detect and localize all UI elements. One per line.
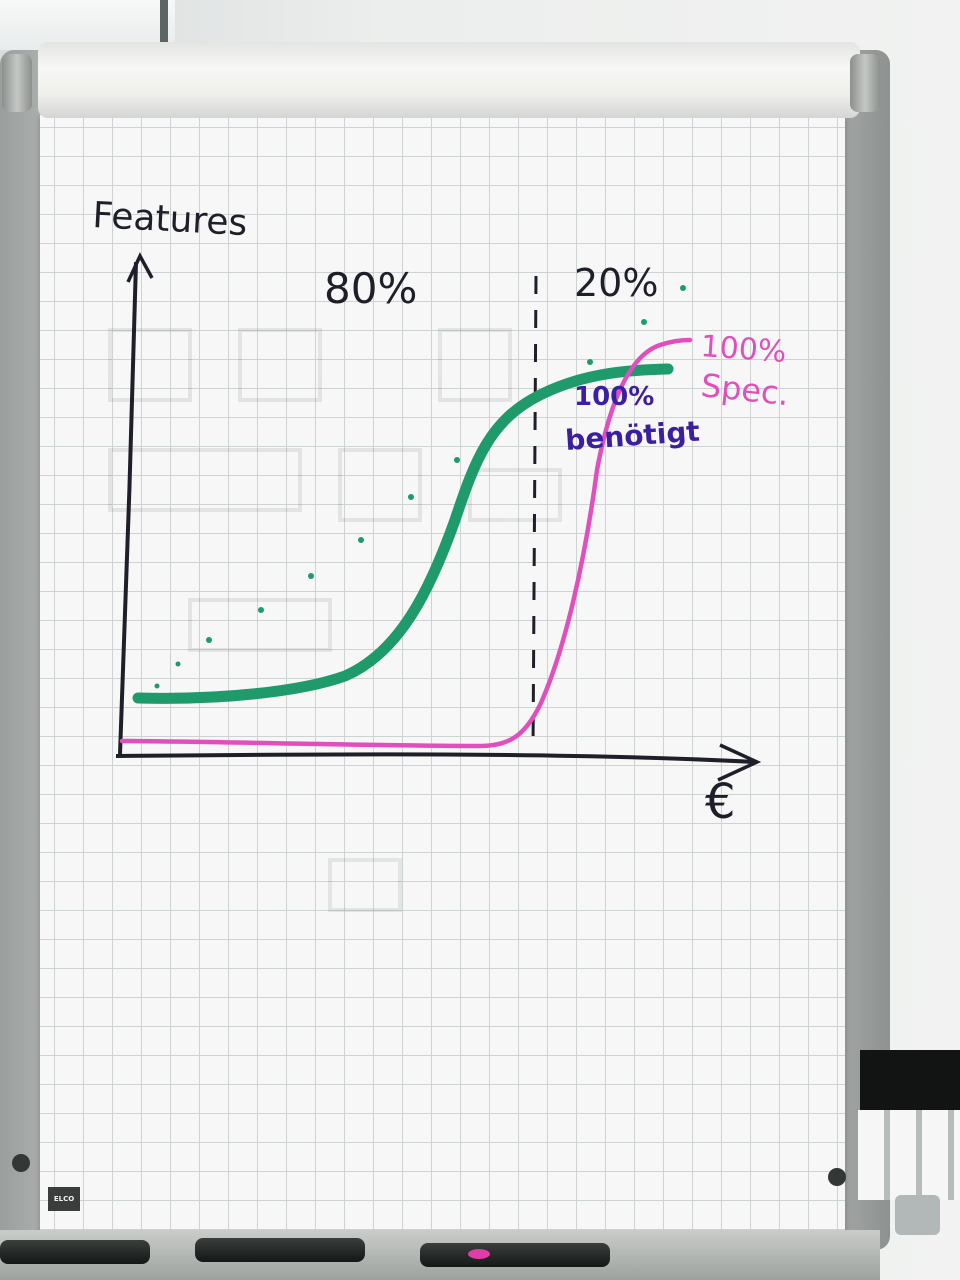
x-axis-label: €: [705, 774, 736, 830]
pink-marker: [420, 1243, 610, 1267]
green-dot: [454, 457, 460, 463]
pink-curve: [119, 337, 693, 749]
ghost-writing: [108, 328, 562, 912]
grid-paper-sheet: [40, 115, 845, 1245]
pin-right: [828, 1168, 846, 1186]
label-80-percent: 80%: [324, 264, 417, 313]
green-curve: [132, 363, 674, 704]
label-green-line1: 100%: [574, 382, 654, 412]
window-frame: [160, 0, 168, 45]
black-marker-middle: [195, 1238, 365, 1262]
green-dot: [308, 573, 314, 579]
x-axis-line: [115, 752, 756, 764]
paper-roll: [38, 42, 860, 118]
y-axis-arrowhead: [126, 252, 154, 283]
label-20-percent: 20%: [574, 261, 658, 305]
radiator-valve: [895, 1195, 940, 1235]
label-pink-line2: Spec.: [699, 366, 791, 413]
roll-end-right: [850, 54, 880, 112]
radiator: [858, 1110, 960, 1200]
y-axis-line: [118, 261, 138, 755]
dark-wall-panel: [860, 1050, 960, 1110]
roll-end-left: [2, 54, 32, 112]
y-axis-label: Features: [92, 195, 249, 244]
green-dot: [587, 359, 593, 365]
green-dot: [408, 494, 414, 500]
window: [0, 0, 175, 50]
green-dot: [641, 319, 647, 325]
dashed-divider: [531, 275, 538, 753]
green-dot: [258, 607, 264, 613]
elco-logo: ELCO: [48, 1187, 80, 1211]
green-dot: [358, 537, 364, 543]
label-green-line2: benötigt: [564, 415, 701, 457]
pink-marker-cap: [468, 1249, 490, 1259]
x-axis-arrowhead: [717, 743, 762, 782]
label-pink-line1: 100%: [699, 329, 787, 370]
pin-left: [12, 1154, 30, 1172]
green-dot: [206, 637, 212, 643]
green-dot: [175, 661, 181, 667]
green-dot: [680, 285, 686, 291]
black-marker-left: [0, 1240, 150, 1264]
green-dot: [154, 683, 160, 689]
